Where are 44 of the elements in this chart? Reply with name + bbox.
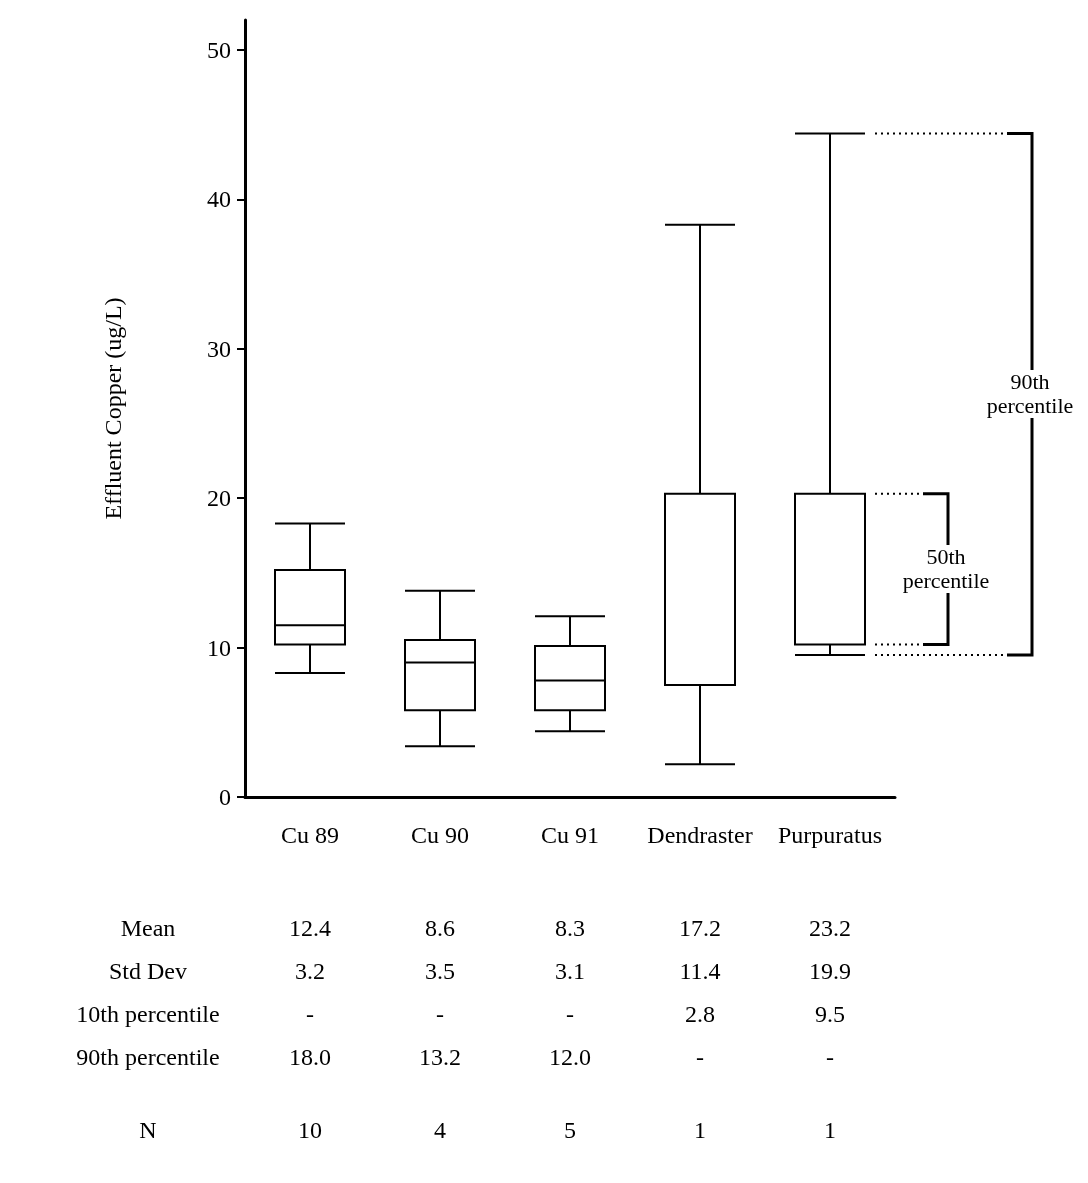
text: -	[696, 1044, 704, 1071]
y-tick-label: 40	[207, 186, 231, 213]
text: 3.5	[425, 958, 455, 985]
text: 5	[564, 1117, 576, 1144]
text: -	[826, 1044, 834, 1071]
text: N	[139, 1117, 157, 1144]
text: 10	[298, 1117, 322, 1144]
x-tick-label: Cu 90	[410, 822, 470, 848]
text: 19.9	[809, 958, 851, 985]
x-tick-label: Dendraster	[647, 822, 753, 848]
text: 10th percentile	[76, 1001, 220, 1028]
text: 12.0	[549, 1044, 591, 1071]
text: 4	[434, 1117, 446, 1144]
text: Std Dev	[109, 958, 187, 985]
text: 50th percentile	[891, 544, 1001, 594]
text: 90th percentile	[76, 1044, 220, 1071]
y-tick-label: 10	[207, 634, 231, 661]
y-tick-label: 0	[219, 784, 231, 810]
text: 12.4	[289, 915, 331, 942]
text: 23.2	[809, 915, 851, 942]
text: -	[566, 1001, 574, 1028]
x-tick-label: Cu 91	[540, 822, 600, 848]
text: 2.8	[685, 1001, 715, 1028]
text: 17.2	[679, 915, 721, 942]
text: Mean	[120, 915, 176, 942]
y-tick-label: 50	[207, 36, 231, 63]
text: 11.4	[679, 958, 721, 985]
text: 8.6	[425, 915, 455, 942]
x-tick-label: Cu 89	[280, 822, 340, 848]
x-tick-label: Purpuratus	[778, 822, 882, 848]
text: 13.2	[419, 1044, 461, 1071]
y-axis-title: Effluent Copper (ug/L)	[100, 297, 126, 520]
y-tick-label: 30	[207, 335, 231, 362]
text: 1	[824, 1117, 836, 1144]
text: 1	[694, 1117, 706, 1144]
text: 3.1	[555, 958, 585, 985]
text: 9.5	[815, 1001, 845, 1028]
text: -	[436, 1001, 444, 1028]
text: 8.3	[555, 915, 585, 942]
text: 90th percentile	[975, 369, 1085, 419]
text: 18.0	[289, 1044, 331, 1071]
y-tick-label: 20	[207, 485, 231, 512]
text: -	[306, 1001, 314, 1028]
text: 3.2	[295, 958, 325, 985]
